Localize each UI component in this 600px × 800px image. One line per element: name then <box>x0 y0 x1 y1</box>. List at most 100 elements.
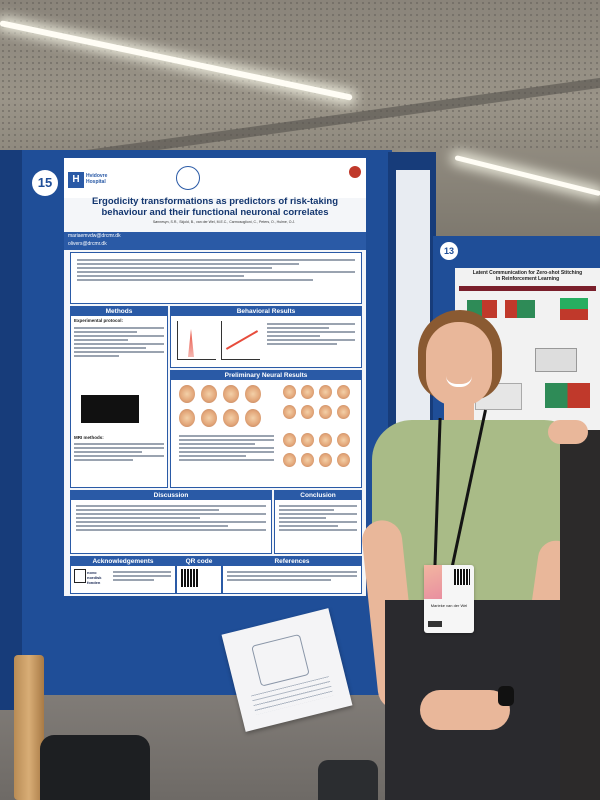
brain-slice <box>337 453 350 467</box>
badge-name: Marieke van der Wel <box>430 603 468 608</box>
floor-bag-right <box>318 760 378 800</box>
behavioral-text <box>267 321 355 347</box>
brain-slice <box>283 433 296 447</box>
badge-qr-icon <box>454 569 470 585</box>
right-board-number-badge: 13 <box>440 242 458 260</box>
mri-methods-label: MRI methods: <box>74 435 104 440</box>
behavioral-plot-1-peak <box>188 329 194 357</box>
methods-subtitle: Experimental protocol: <box>74 318 124 323</box>
references-section: References <box>222 556 362 594</box>
person-hands <box>420 690 510 730</box>
methods-section: Methods Experimental protocol: MRI metho… <box>70 306 168 488</box>
brain-slice <box>223 385 239 403</box>
brain-slice <box>223 409 239 427</box>
background-person <box>560 430 600 800</box>
brain-slice <box>201 385 217 403</box>
background-person-hand <box>548 420 588 444</box>
board-number-badge: 15 <box>32 170 58 196</box>
methods-header: Methods <box>71 307 167 316</box>
wrist-watch <box>498 686 514 706</box>
right-poster-figure-5 <box>545 383 590 408</box>
behavioral-results-header: Behavioral Results <box>171 307 361 316</box>
brain-slice <box>337 433 350 447</box>
references-text <box>227 569 357 583</box>
intro-section <box>70 252 362 304</box>
sponsor-logo <box>74 569 86 583</box>
hospital-logo: H <box>68 172 84 188</box>
brain-slice <box>179 385 195 403</box>
contact-bar <box>64 232 366 250</box>
qr-section: QR code <box>176 556 222 594</box>
brain-slice <box>301 453 314 467</box>
conclusion-text <box>279 503 357 533</box>
name-badge: Marieke van der Wel <box>424 565 474 633</box>
qr-header: QR code <box>177 557 221 566</box>
brain-slice <box>319 385 332 399</box>
person-face <box>426 322 492 406</box>
discussion-section: Discussion <box>70 490 272 554</box>
brain-slice <box>201 409 217 427</box>
right-board-number: 13 <box>443 246 454 256</box>
brain-slice <box>283 453 296 467</box>
acknowledgements-header: Acknowledgements <box>71 557 175 566</box>
brain-slice <box>337 385 350 399</box>
intro-text <box>77 257 355 283</box>
brain-slice <box>319 433 332 447</box>
right-poster-figure-4 <box>535 348 577 372</box>
contact-email-2: olivers@drcmr.dk <box>68 241 107 247</box>
brain-slice <box>301 405 314 419</box>
brain-slice <box>179 409 195 427</box>
right-poster-title-line1: Latent Communication for Zero-shot Stitc… <box>472 270 583 276</box>
main-poster: H Hvidovre Hospital Ergodicity transform… <box>64 158 366 596</box>
right-poster-title-line2: in Reinforcement Learning <box>495 276 560 282</box>
badge-accent <box>424 565 442 599</box>
methods-task-figure <box>81 395 139 423</box>
conclusion-header: Conclusion <box>275 491 361 500</box>
behavioral-plot-2 <box>221 321 260 360</box>
neural-text <box>179 433 274 463</box>
discussion-header: Discussion <box>71 491 271 500</box>
brain-slice <box>319 453 332 467</box>
university-logo <box>349 166 361 178</box>
institute-logo <box>176 166 200 190</box>
poster-header <box>64 158 366 198</box>
brain-slice <box>301 385 314 399</box>
brain-slice <box>337 405 350 419</box>
pinned-paper-sketch <box>251 633 310 687</box>
references-header: References <box>223 557 361 566</box>
methods-text <box>74 325 164 359</box>
behavioral-plot-2-line <box>225 330 259 350</box>
qr-code <box>181 569 199 587</box>
acknowledgements-text <box>113 569 171 583</box>
contact-email-1: mariaemvdw@drcmr.dk <box>68 233 121 239</box>
brain-slice <box>245 385 261 403</box>
right-poster-title: Latent Communication for Zero-shot Stitc… <box>455 270 600 282</box>
right-poster-author-bar <box>459 286 596 291</box>
brain-slice <box>301 433 314 447</box>
neural-results-section: Preliminary Neural Results <box>170 370 362 488</box>
conclusion-section: Conclusion <box>274 490 362 554</box>
poster-tube <box>14 655 44 800</box>
neural-results-header: Preliminary Neural Results <box>171 371 361 380</box>
behavioral-results-section: Behavioral Results <box>170 306 362 368</box>
right-poster-figure-3 <box>560 298 588 320</box>
side-poster <box>396 170 430 430</box>
poster-title-line1: Ergodicity transformations as predictors… <box>92 196 338 207</box>
hospital-name: Hvidovre Hospital <box>86 173 108 185</box>
poster-authors: Sønnesyn, S.R., Skjold, B., van der Wel,… <box>152 220 296 224</box>
brain-slice <box>319 405 332 419</box>
right-poster-figure-2 <box>505 300 535 318</box>
behavioral-plot-1 <box>177 321 216 360</box>
poster-title-line2: behaviour and their functional neuronal … <box>101 207 329 218</box>
brain-slice <box>245 409 261 427</box>
brain-slice <box>283 405 296 419</box>
brain-slice <box>283 385 296 399</box>
badge-logo <box>428 621 442 627</box>
discussion-text <box>76 503 266 533</box>
backpack <box>40 735 150 800</box>
poster-title: Ergodicity transformations as predictors… <box>64 196 366 218</box>
acknowledgements-section: Acknowledgements novo nordisk fonden <box>70 556 176 594</box>
board-number: 15 <box>37 175 53 190</box>
mri-methods-text <box>74 441 164 463</box>
sponsor-name: novo nordisk fonden <box>87 570 102 585</box>
